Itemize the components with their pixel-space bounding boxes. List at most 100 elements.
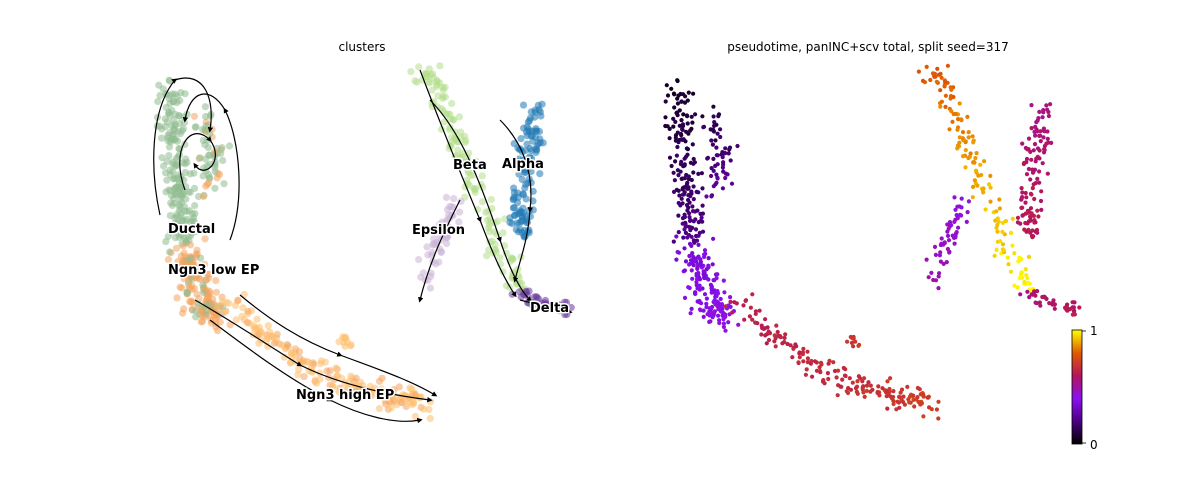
cell-point: [775, 329, 780, 335]
cell-point: [690, 120, 695, 125]
cell-point: [981, 186, 986, 191]
cell-point: [1037, 180, 1042, 185]
cell-point: [891, 401, 896, 407]
cell-point: [1046, 113, 1051, 119]
cell-point: [693, 227, 699, 232]
cell-point: [1033, 229, 1038, 234]
cell-point: [848, 387, 854, 392]
cell-point: [191, 123, 199, 131]
cell-point: [674, 153, 680, 158]
cell-point: [190, 214, 198, 222]
cell-point: [280, 353, 288, 361]
streamline: [418, 199, 461, 303]
cell-point: [519, 101, 528, 109]
cell-point: [675, 110, 680, 115]
cell-point: [283, 340, 291, 349]
cell-point: [691, 184, 696, 189]
cell-point: [721, 324, 727, 330]
cell-point: [763, 333, 768, 338]
cell-point: [198, 311, 206, 319]
cell-point: [686, 193, 691, 198]
cell-point: [423, 243, 431, 251]
cell-point: [963, 148, 968, 153]
cell-point: [1012, 283, 1017, 288]
cell-point: [796, 360, 801, 365]
cell-point: [1030, 167, 1035, 172]
cell-point: [695, 208, 700, 213]
cell-point: [728, 299, 733, 304]
cell-point: [697, 230, 702, 235]
cell-point: [378, 374, 386, 382]
cell-point: [456, 208, 464, 216]
cell-point: [434, 92, 442, 100]
cell-point: [698, 218, 703, 224]
streamline: [194, 299, 433, 403]
cell-point: [885, 406, 890, 411]
cell-point: [707, 313, 712, 318]
cell-point: [174, 222, 182, 230]
cell-point: [487, 195, 495, 204]
cell-point: [995, 229, 1000, 234]
cell-point: [439, 83, 447, 91]
cell-point: [195, 295, 203, 303]
cell-point: [943, 104, 948, 109]
cell-point: [780, 341, 785, 346]
cell-point: [165, 143, 173, 151]
cell-point: [523, 140, 531, 148]
cell-point: [691, 197, 696, 202]
cell-point: [950, 119, 955, 124]
cell-point: [947, 220, 953, 225]
cell-point: [1028, 215, 1033, 220]
cell-point: [961, 154, 966, 159]
cell-point: [697, 263, 703, 268]
cell-point: [1036, 116, 1041, 121]
cell-point: [1070, 300, 1075, 305]
cell-point: [689, 114, 694, 119]
cell-point: [956, 117, 961, 122]
cell-point: [699, 171, 705, 176]
cell-point: [169, 98, 177, 106]
cell-point: [164, 137, 172, 145]
cell-point: [996, 219, 1001, 224]
cell-point: [680, 187, 685, 192]
cell-point: [907, 394, 913, 399]
cell-point: [1042, 147, 1047, 152]
cell-point: [700, 229, 706, 234]
cell-point: [714, 294, 719, 299]
cell-point: [1052, 306, 1057, 311]
cluster-label-alpha: Alpha: [502, 157, 544, 172]
cell-point: [715, 131, 720, 136]
cell-point: [1041, 150, 1047, 155]
cell-point: [861, 384, 866, 389]
cell-point: [726, 320, 731, 325]
cell-point: [937, 271, 942, 276]
cell-point: [987, 182, 992, 187]
cell-point: [854, 384, 860, 389]
cell-point: [834, 375, 839, 380]
cell-point: [726, 151, 731, 156]
cell-point: [478, 172, 486, 180]
cell-point: [443, 240, 451, 248]
cell-point: [676, 173, 681, 178]
cell-point: [944, 260, 949, 265]
cell-point: [232, 316, 240, 324]
cell-point: [957, 101, 962, 106]
cell-point: [1044, 103, 1049, 108]
cell-point: [766, 337, 772, 343]
cell-point: [948, 85, 953, 90]
cell-point: [532, 148, 540, 156]
cell-point: [683, 224, 689, 229]
cell-point: [957, 204, 962, 209]
cell-point: [861, 390, 866, 395]
cell-point: [714, 145, 719, 150]
cell-point: [674, 257, 679, 262]
cell-point: [1003, 219, 1009, 224]
cell-point: [711, 127, 716, 132]
cell-point: [1018, 221, 1023, 226]
cell-point: [884, 394, 889, 399]
cell-point: [1015, 285, 1020, 290]
cell-point: [685, 152, 690, 157]
streamline: [153, 77, 214, 216]
cell-point: [690, 225, 695, 230]
cell-point: [701, 308, 706, 313]
